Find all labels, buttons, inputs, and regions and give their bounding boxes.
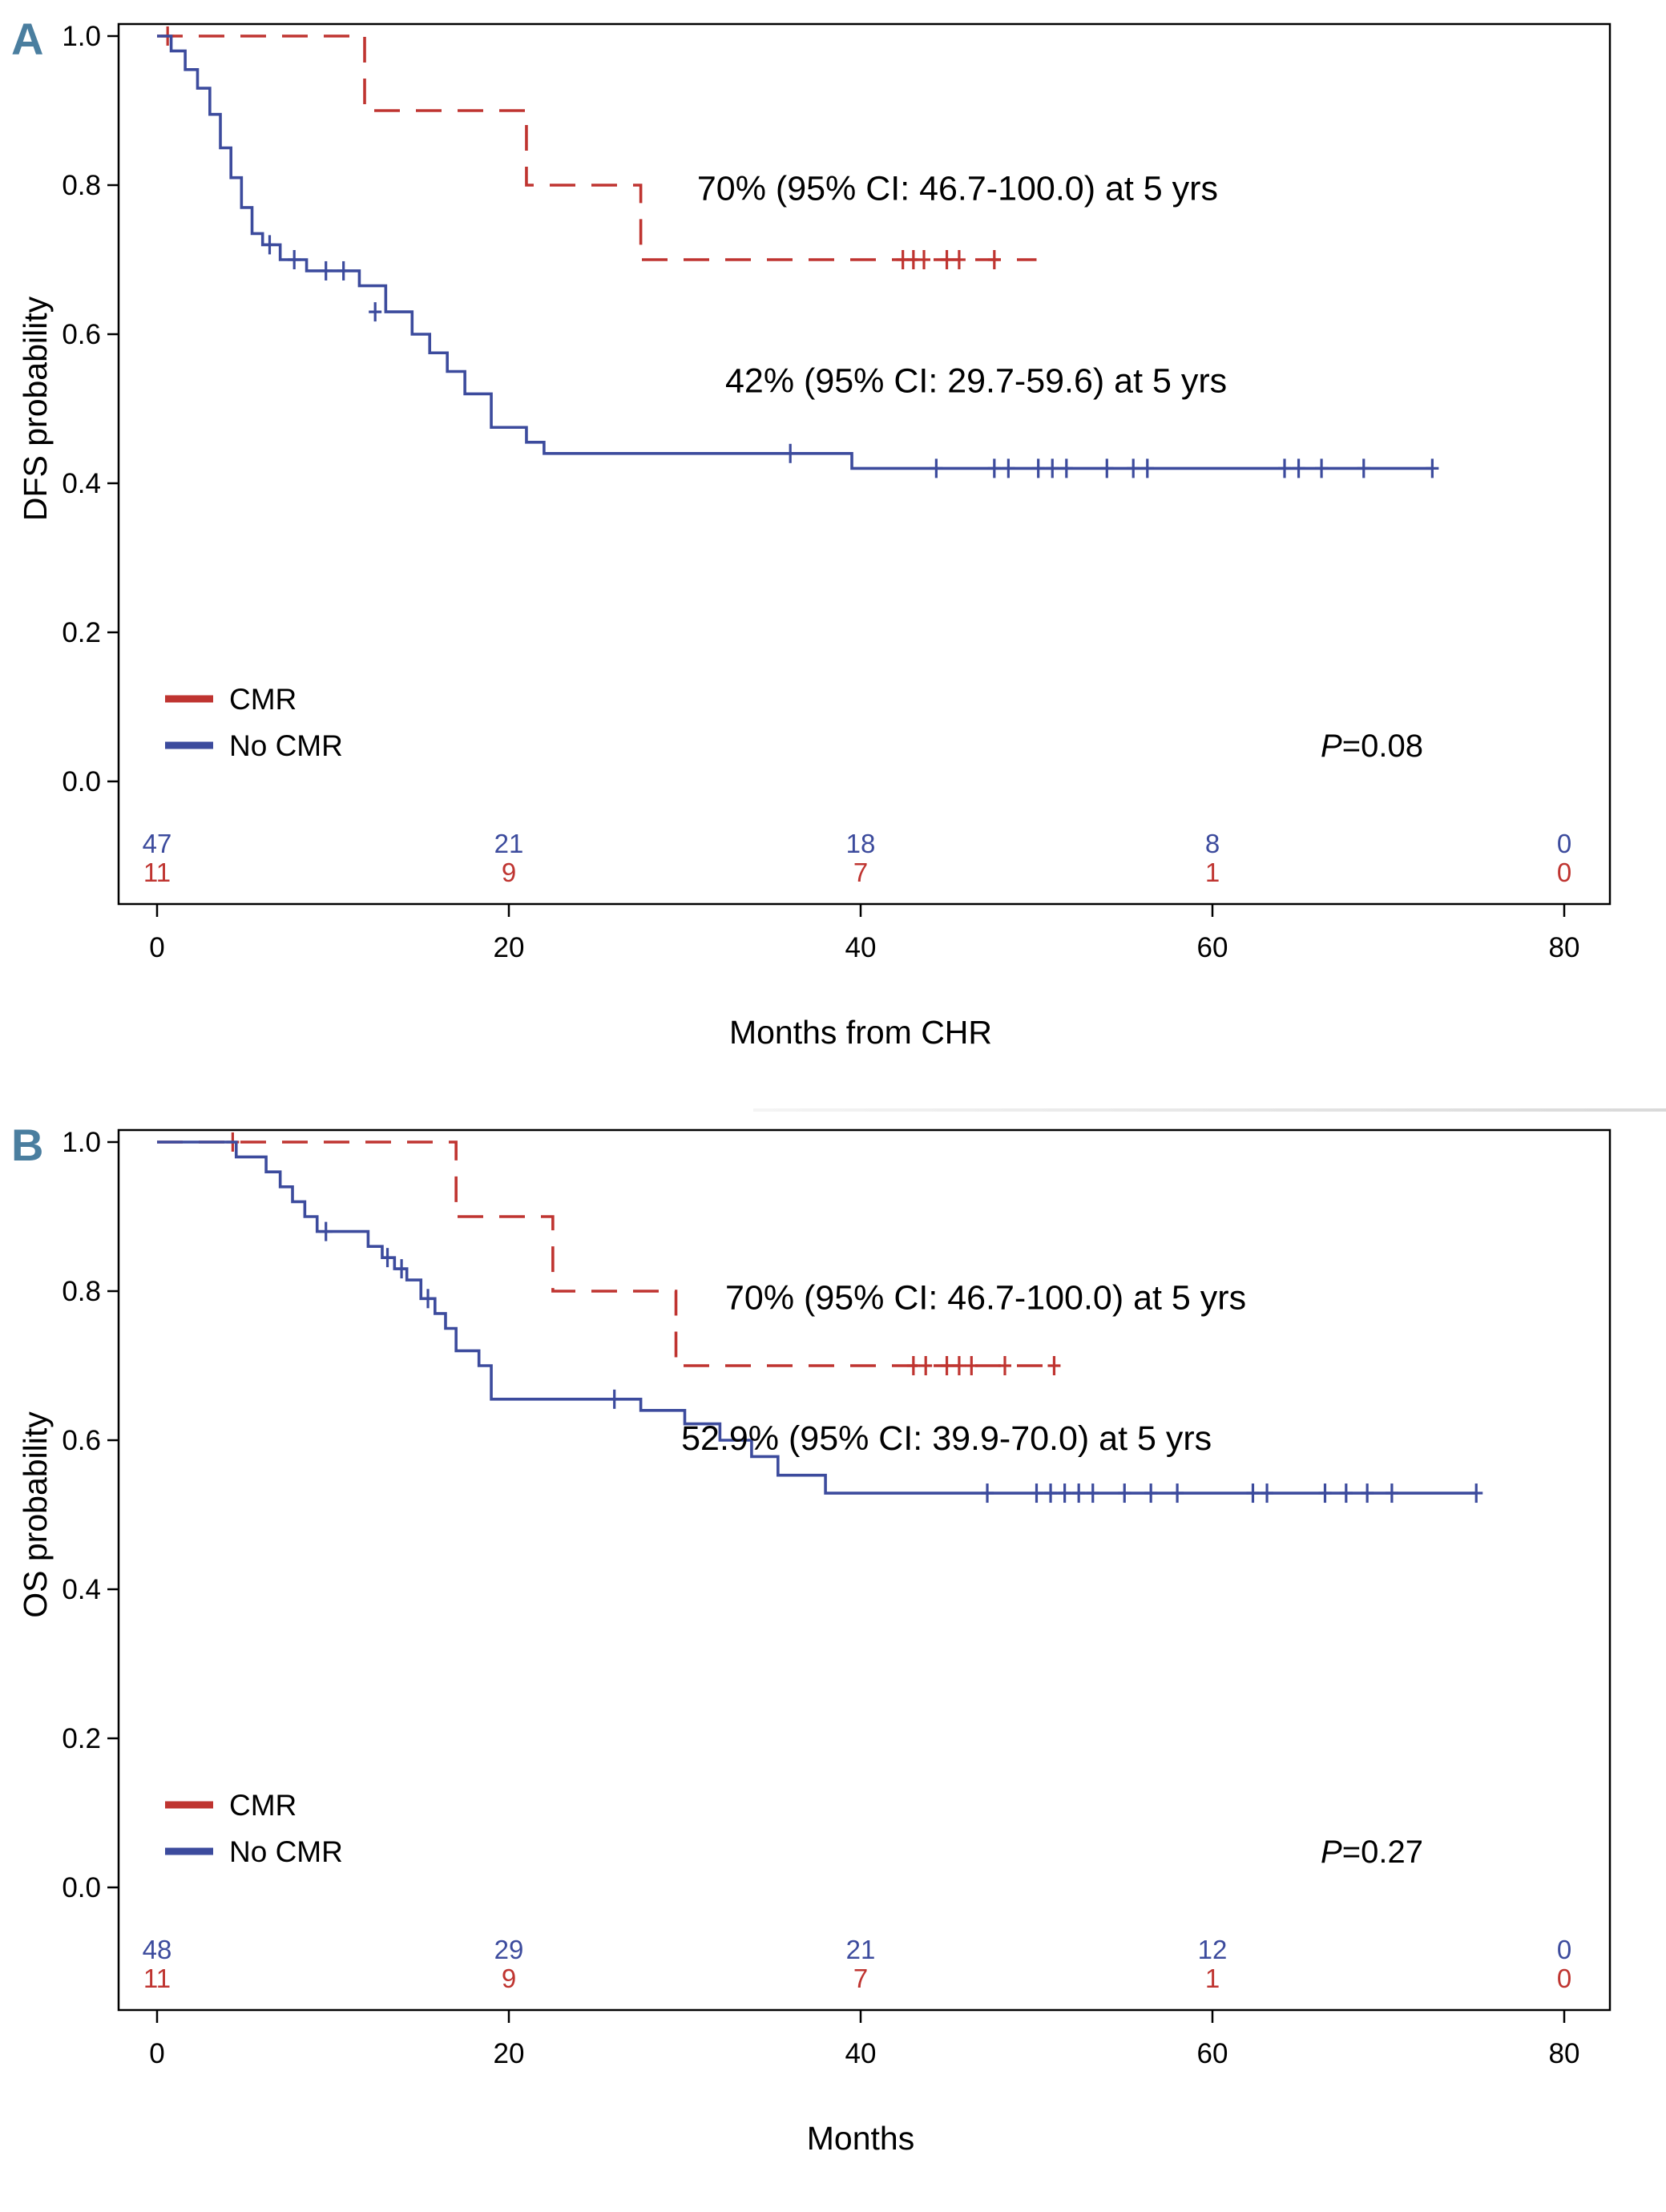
y-tick-label: 0.0 — [62, 766, 101, 797]
plot-frame — [117, 1128, 1612, 2012]
x-tick-label: 60 — [1197, 932, 1228, 963]
ci-annotation: 70% (95% CI: 46.7-100.0) at 5 yrs — [725, 1278, 1246, 1317]
x-axis-title: Months — [807, 2120, 914, 2157]
y-axis-title: DFS probability — [17, 296, 54, 521]
risk-count-no-cmr: 0 — [1557, 829, 1571, 858]
plot-frame — [117, 22, 1612, 906]
censor-marks-cmr — [226, 1132, 1061, 1375]
y-tick-label: 0.6 — [62, 319, 101, 350]
risk-count-cmr: 0 — [1557, 858, 1571, 887]
km-panel-dfs: A 0.0 0.2 0.4 0.6 0.8 1.0 0 20 40 60 80 DFS probabil… — [11, 14, 1612, 1051]
y-tick-label: 0.0 — [62, 1872, 101, 1903]
x-tick-label: 0 — [149, 932, 164, 963]
y-tick-label: 0.8 — [62, 1276, 101, 1307]
risk-count-cmr: 7 — [853, 1964, 868, 1993]
p-value: P=0.08 — [1321, 729, 1423, 764]
p-value: P=0.27 — [1321, 1835, 1423, 1870]
risk-count-no-cmr: 8 — [1205, 829, 1220, 858]
ci-annotation: 52.9% (95% CI: 39.9-70.0) at 5 yrs — [681, 1419, 1212, 1458]
risk-count-no-cmr: 0 — [1557, 1935, 1571, 1964]
km-curve-cmr — [157, 34, 1037, 261]
x-tick-label: 40 — [845, 2038, 877, 2069]
ci-annotation: 42% (95% CI: 29.7-59.6) at 5 yrs — [725, 362, 1227, 401]
x-tick-label: 40 — [845, 932, 877, 963]
risk-count-no-cmr: 21 — [494, 829, 524, 858]
risk-count-no-cmr: 48 — [143, 1935, 172, 1964]
y-tick-label: 0.4 — [62, 468, 101, 499]
risk-count-no-cmr: 47 — [143, 829, 172, 858]
risk-count-cmr: 7 — [853, 858, 868, 887]
legend-label-no-cmr: No CMR — [229, 729, 343, 762]
km-curve-cmr — [157, 1140, 1055, 1367]
censor-marks-no-cmr — [263, 235, 1439, 478]
legend-label-no-cmr: No CMR — [229, 1835, 343, 1868]
risk-count-cmr: 11 — [143, 858, 171, 887]
km-panel-os: B 0.0 0.2 0.4 0.6 0.8 1.0 0 20 40 60 80 OS probabili… — [0, 1106, 1666, 2212]
y-axis-title: OS probability — [17, 1411, 54, 1618]
y-tick-label: 0.4 — [62, 1574, 101, 1605]
risk-count-no-cmr: 18 — [846, 829, 876, 858]
panel-letter: B — [11, 1120, 43, 1170]
x-tick-label: 80 — [1549, 2038, 1580, 2069]
y-tick-label: 1.0 — [62, 1127, 101, 1158]
x-tick-label: 0 — [149, 2038, 164, 2069]
y-tick-label: 0.8 — [62, 170, 101, 201]
legend-label-cmr: CMR — [229, 683, 296, 716]
risk-count-no-cmr: 21 — [846, 1935, 876, 1964]
panel-letter: A — [11, 14, 43, 64]
y-tick-label: 0.2 — [62, 617, 101, 648]
risk-count-cmr: 9 — [502, 858, 516, 887]
y-tick-label: 0.2 — [62, 1723, 101, 1754]
censor-marks-cmr — [161, 26, 1001, 269]
risk-count-cmr: 1 — [1205, 1964, 1220, 1993]
risk-count-cmr: 1 — [1205, 858, 1220, 887]
y-tick-label: 0.6 — [62, 1425, 101, 1456]
ci-annotation: 70% (95% CI: 46.7-100.0) at 5 yrs — [697, 170, 1218, 208]
x-axis-title: Months from CHR — [729, 1014, 992, 1051]
risk-count-no-cmr: 29 — [494, 1935, 524, 1964]
risk-count-cmr: 11 — [143, 1964, 171, 1993]
x-tick-label: 80 — [1549, 932, 1580, 963]
risk-count-no-cmr: 12 — [1198, 1935, 1228, 1964]
km-chart-os: B 0.0 0.2 0.4 0.6 0.8 1.0 0 20 40 60 80 OS probabili… — [11, 1120, 1612, 2157]
risk-count-cmr: 0 — [1557, 1964, 1571, 1993]
legend-label-cmr: CMR — [229, 1789, 296, 1822]
y-tick-label: 1.0 — [62, 21, 101, 52]
risk-count-cmr: 9 — [502, 1964, 516, 1993]
x-tick-label: 20 — [494, 932, 525, 963]
scan-artifact-line — [753, 1108, 1666, 1112]
km-curve-no-cmr — [157, 34, 1433, 470]
x-tick-label: 60 — [1197, 2038, 1228, 2069]
censor-marks-no-cmr — [319, 1221, 1483, 1504]
x-tick-label: 20 — [494, 2038, 525, 2069]
